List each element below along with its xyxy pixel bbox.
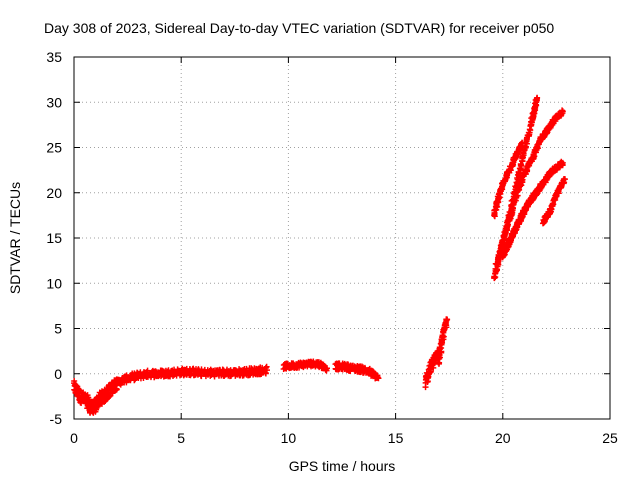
series-afternoon (332, 360, 382, 382)
data-point (523, 136, 530, 143)
data-point (559, 108, 566, 115)
data-point (263, 367, 270, 374)
series-rise-high (435, 316, 451, 367)
x-tick-labels: 0 5 10 15 20 25 (70, 430, 618, 446)
axis-ticks (73, 56, 611, 420)
data-point (549, 202, 556, 209)
x-axis-label: GPS time / hours (289, 458, 396, 474)
data-point (430, 361, 437, 368)
x-tick-label: 15 (388, 430, 404, 446)
data-point (436, 359, 443, 366)
x-tick-label: 0 (70, 430, 78, 446)
y-tick-label: 0 (54, 366, 62, 382)
series-steep-6 (491, 139, 526, 220)
series-steep-5 (539, 176, 568, 227)
data-point (262, 370, 269, 377)
data-point (519, 139, 526, 146)
x-tick-label: 20 (495, 430, 511, 446)
data-point (425, 374, 432, 381)
y-tick-label: 15 (46, 230, 62, 246)
data-point (126, 376, 133, 383)
series-steep-4 (503, 184, 543, 251)
data-point (559, 159, 566, 166)
data-point (437, 354, 444, 361)
series-recovery (113, 363, 270, 389)
y-tick-label: 30 (46, 94, 62, 110)
data-points (71, 94, 568, 416)
data-point (375, 375, 382, 382)
y-tick-label: 20 (46, 185, 62, 201)
series-midday (280, 358, 330, 374)
chart-title: Day 308 of 2023, Sidereal Day-to-day VTE… (44, 20, 554, 36)
y-axis-label: SDTVAR / TECUs (7, 182, 23, 294)
y-tick-label: 5 (54, 321, 62, 337)
data-point (534, 94, 541, 101)
data-point (444, 316, 451, 323)
y-tick-label: -5 (50, 411, 63, 427)
data-point (561, 176, 568, 183)
y-tick-label: 10 (46, 275, 62, 291)
series-steep-2 (492, 107, 566, 268)
x-tick-label: 10 (281, 430, 297, 446)
y-tick-label: 25 (46, 140, 62, 156)
data-point (439, 339, 446, 346)
data-point (438, 348, 445, 355)
series-early-dip (71, 377, 120, 416)
data-point (561, 179, 568, 186)
data-point (323, 365, 330, 372)
y-tick-labels: -5 0 5 10 15 20 25 30 35 (46, 49, 62, 427)
data-point (73, 382, 80, 389)
data-point (536, 185, 543, 192)
series-rise-low (422, 348, 442, 391)
x-tick-label: 5 (177, 430, 185, 446)
x-tick-label: 25 (602, 430, 618, 446)
y-tick-label: 35 (46, 49, 62, 65)
data-point (522, 143, 529, 150)
